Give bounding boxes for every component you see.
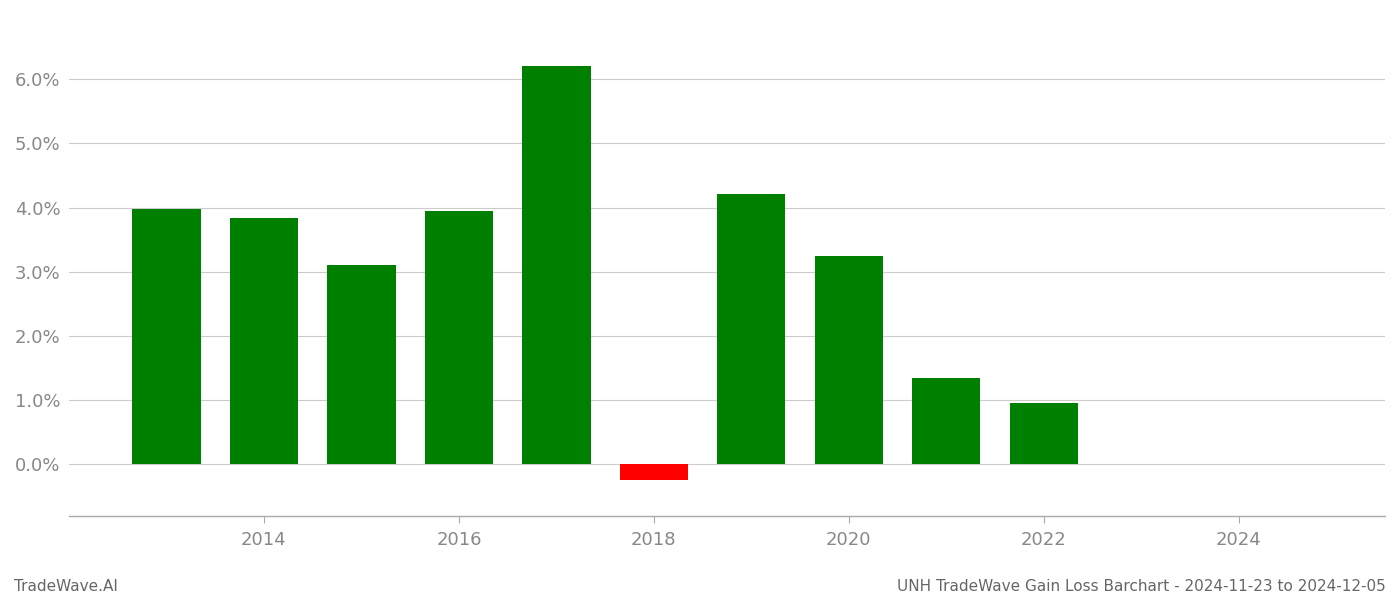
Bar — [1009, 403, 1078, 464]
Bar — [815, 256, 883, 464]
Bar — [522, 67, 591, 464]
Text: UNH TradeWave Gain Loss Barchart - 2024-11-23 to 2024-12-05: UNH TradeWave Gain Loss Barchart - 2024-… — [897, 579, 1386, 594]
Bar — [717, 194, 785, 464]
Text: TradeWave.AI: TradeWave.AI — [14, 579, 118, 594]
Bar — [913, 378, 980, 464]
Bar — [133, 209, 200, 464]
Bar — [620, 464, 687, 481]
Bar — [230, 218, 298, 464]
Bar — [328, 265, 396, 464]
Bar — [424, 211, 493, 464]
